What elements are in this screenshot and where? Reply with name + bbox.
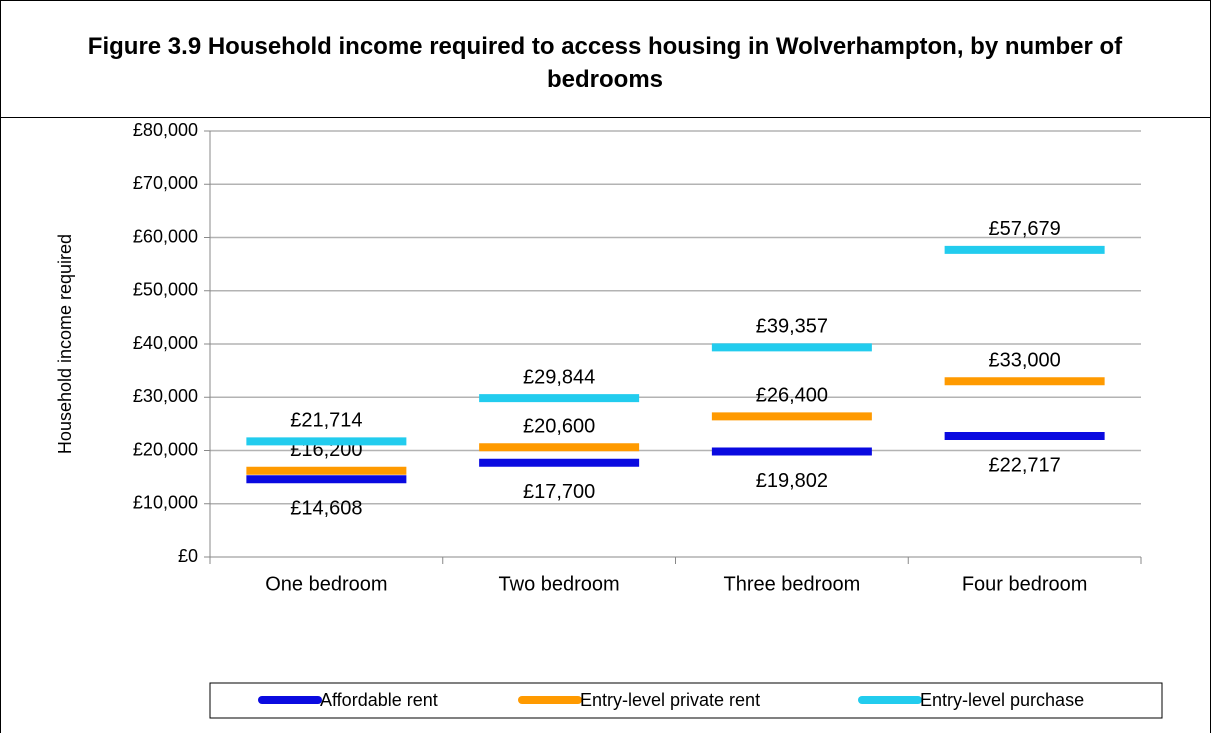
y-axis-label: Household income required (55, 234, 75, 454)
y-tick-label: £70,000 (133, 173, 198, 193)
y-tick-label: £80,000 (133, 120, 198, 140)
y-tick-label: £40,000 (133, 333, 198, 353)
y-tick-label: £20,000 (133, 439, 198, 459)
data-label: £17,700 (523, 481, 595, 503)
data-label: £21,714 (290, 410, 362, 432)
chart-title: Figure 3.9 Household income required to … (87, 33, 1123, 93)
x-tick-label: Two bedroom (499, 573, 620, 595)
data-label: £33,000 (988, 350, 1060, 372)
y-tick-label: £60,000 (133, 226, 198, 246)
data-label: £57,679 (988, 218, 1060, 240)
legend-label: Entry-level private rent (580, 690, 760, 710)
y-tick-label: £50,000 (133, 280, 198, 300)
data-label: £20,600 (523, 416, 595, 438)
legend-label: Affordable rent (320, 690, 438, 710)
y-tick-label: £0 (178, 546, 198, 566)
x-tick-label: Three bedroom (724, 573, 861, 595)
x-tick-label: Four bedroom (962, 573, 1088, 595)
y-tick-label: £10,000 (133, 493, 198, 513)
title-rule (0, 117, 1211, 118)
data-label: £26,400 (756, 385, 828, 407)
x-tick-label: One bedroom (265, 573, 387, 595)
data-label: £39,357 (756, 316, 828, 338)
legend-label: Entry-level purchase (920, 690, 1084, 710)
y-tick-label: £30,000 (133, 386, 198, 406)
data-label: £22,717 (988, 454, 1060, 476)
data-label: £19,802 (756, 470, 828, 492)
data-label: £29,844 (523, 366, 595, 388)
legend-box (209, 682, 1163, 719)
data-label: £14,608 (290, 497, 362, 519)
